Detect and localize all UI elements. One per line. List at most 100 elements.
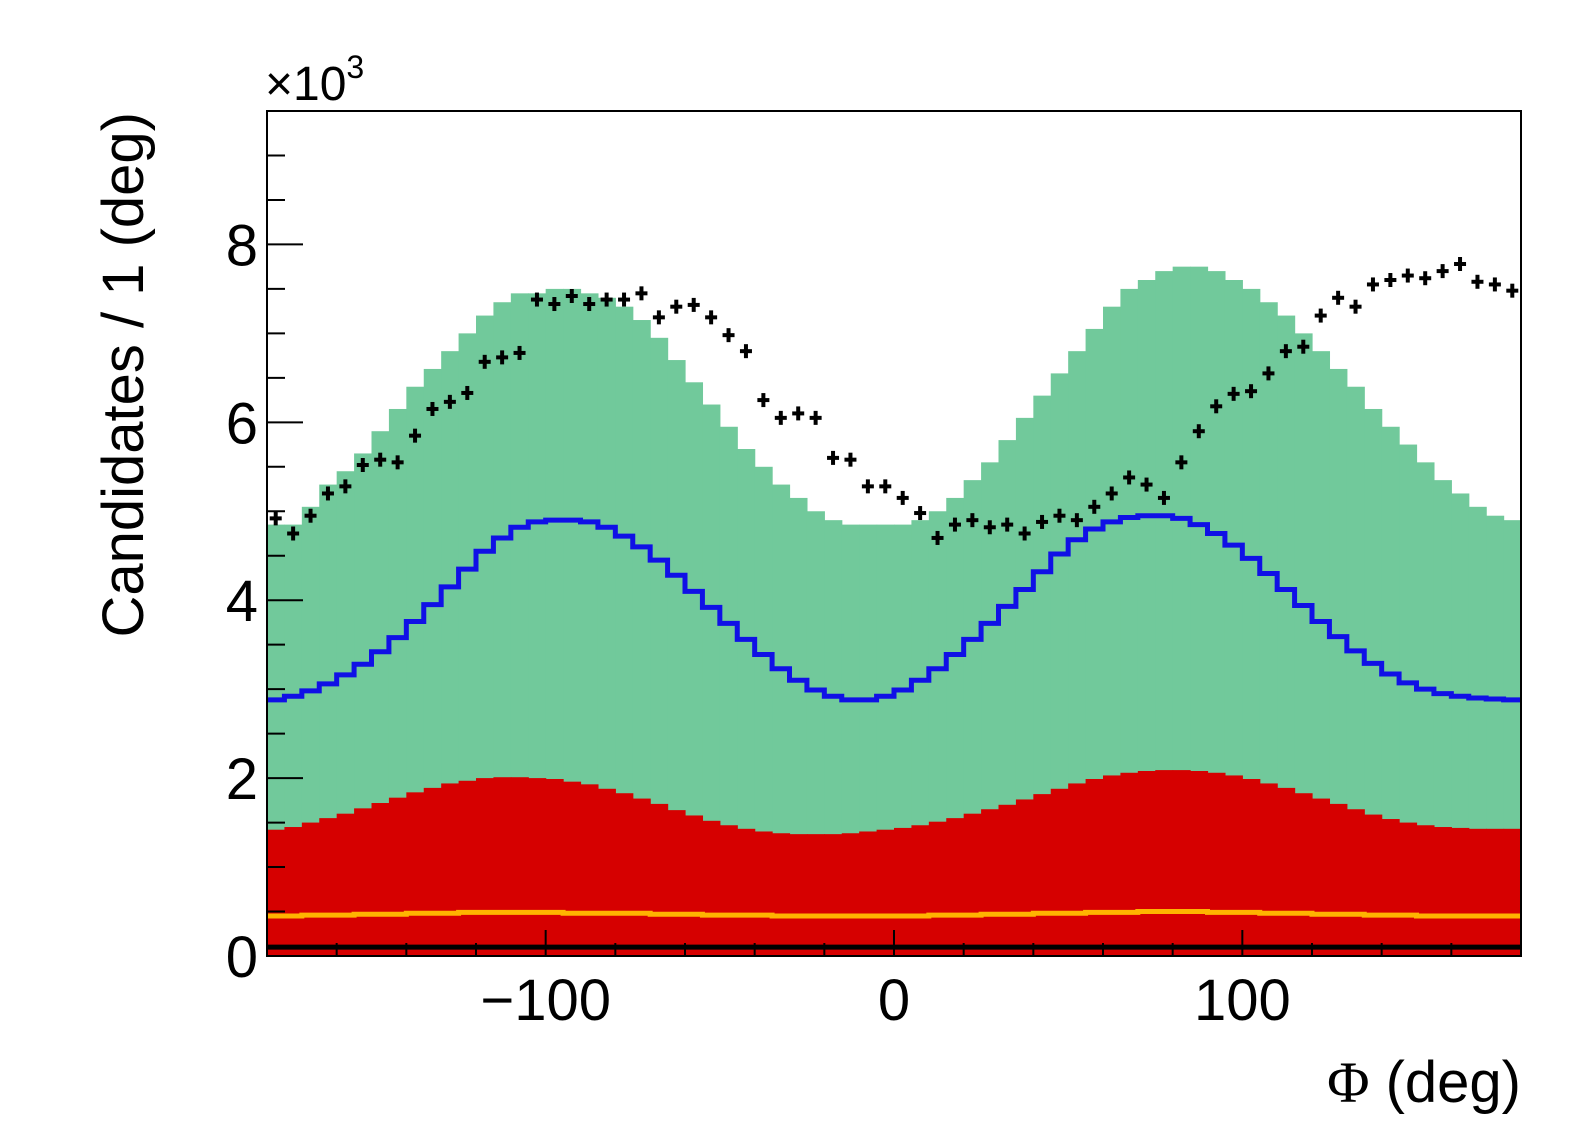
y-tick-label: 2 [226, 747, 258, 812]
x-tick-label: 100 [1194, 968, 1291, 1033]
histogram-bar [284, 827, 303, 956]
data-point [513, 345, 526, 360]
histogram-bar [528, 778, 547, 956]
data-point [896, 490, 909, 505]
x-tick-label: −100 [480, 968, 611, 1033]
data-point [705, 310, 718, 325]
histogram-bar [841, 833, 860, 956]
data-point [983, 520, 996, 535]
x-axis-title: Φ (deg) [1327, 1050, 1521, 1115]
histogram-bar [772, 833, 791, 956]
data-point [739, 344, 752, 359]
histogram-bar [632, 320, 651, 956]
data-point [1297, 339, 1310, 354]
histogram-bar [493, 777, 512, 956]
histogram-bar [1068, 783, 1087, 956]
data-point [1175, 455, 1188, 470]
data-point [1192, 424, 1205, 439]
data-point [1436, 264, 1449, 279]
histogram-bar [354, 808, 373, 956]
data-point [321, 486, 334, 501]
histogram-bar [911, 825, 930, 956]
data-point [687, 297, 700, 312]
y-tick-label: 6 [226, 391, 258, 456]
data-point [1157, 490, 1170, 505]
histogram-bar [667, 360, 686, 957]
data-point [304, 508, 317, 523]
histogram-bar [388, 797, 407, 956]
histogram-bar [754, 831, 773, 956]
x-axis-ticks [266, 930, 1522, 956]
histogram-bar [1120, 772, 1139, 956]
histogram-bar [1346, 809, 1365, 956]
data-point [426, 401, 439, 416]
data-point [618, 292, 631, 307]
data-point [1018, 526, 1031, 541]
histogram-bar [371, 803, 390, 956]
data-point [914, 506, 927, 521]
histogram-bar [1503, 828, 1522, 956]
plot-area [267, 256, 1522, 957]
data-point [1454, 256, 1467, 271]
data-point [1210, 399, 1223, 414]
histogram-bar [685, 815, 704, 956]
histogram-bar [301, 822, 320, 956]
data-point [722, 328, 735, 343]
histogram-bar [1294, 793, 1313, 956]
x-tick-labels: −100 0 100 [480, 968, 1290, 1033]
histogram-bar [1190, 770, 1209, 956]
data-point [792, 406, 805, 421]
data-points [269, 256, 1519, 545]
histogram-bar [719, 825, 738, 956]
histogram-bar [1329, 803, 1348, 956]
step-line-series-0 [267, 909, 1521, 919]
data-point [1123, 470, 1136, 485]
y-multiplier-base: ×10 [265, 58, 346, 111]
data-point [1070, 513, 1083, 528]
histogram-bar [406, 792, 425, 956]
data-point [844, 452, 857, 467]
y-tick-label: 4 [226, 569, 258, 634]
data-point [966, 513, 979, 528]
histogram-bar [806, 834, 825, 956]
histogram-bar [1155, 770, 1174, 956]
data-point [565, 289, 578, 304]
data-point [461, 385, 474, 400]
data-point [269, 511, 282, 526]
y-tick-labels: 0 2 4 6 8 [226, 213, 258, 990]
data-point [1314, 308, 1327, 323]
data-point [652, 310, 665, 325]
histogram-bar [1312, 798, 1331, 956]
step-line-series-2 [267, 513, 1521, 703]
histogram-bar [510, 777, 529, 956]
histogram-bar [963, 813, 982, 956]
histogram-bar [685, 382, 704, 957]
histogram-bar [1050, 788, 1069, 956]
data-point [1001, 517, 1014, 532]
histogram-bar [1015, 799, 1034, 956]
data-point [948, 517, 961, 532]
histogram-bar [615, 793, 634, 956]
histogram-bar [876, 829, 895, 956]
histogram-bar [650, 337, 669, 956]
histogram-bar [737, 828, 756, 956]
data-point [1401, 268, 1414, 283]
data-point [774, 410, 787, 425]
histogram-bar [580, 784, 599, 956]
y-axis-ticks [267, 110, 303, 957]
data-point [827, 450, 840, 465]
histogram-bar [702, 404, 721, 956]
histogram-bar [1486, 828, 1505, 956]
histogram-bar [1277, 787, 1296, 956]
data-point [1279, 344, 1292, 359]
data-point [1471, 274, 1484, 289]
data-point [1227, 386, 1240, 401]
y-axis-title: Candidates / 1 (deg) [91, 112, 156, 638]
data-point [1140, 477, 1153, 492]
data-point [1332, 290, 1345, 305]
y-tick-label: 8 [226, 213, 258, 278]
data-point [861, 479, 874, 494]
data-point [583, 297, 596, 312]
histogram-bar [859, 831, 878, 956]
histogram-bar [946, 818, 965, 956]
